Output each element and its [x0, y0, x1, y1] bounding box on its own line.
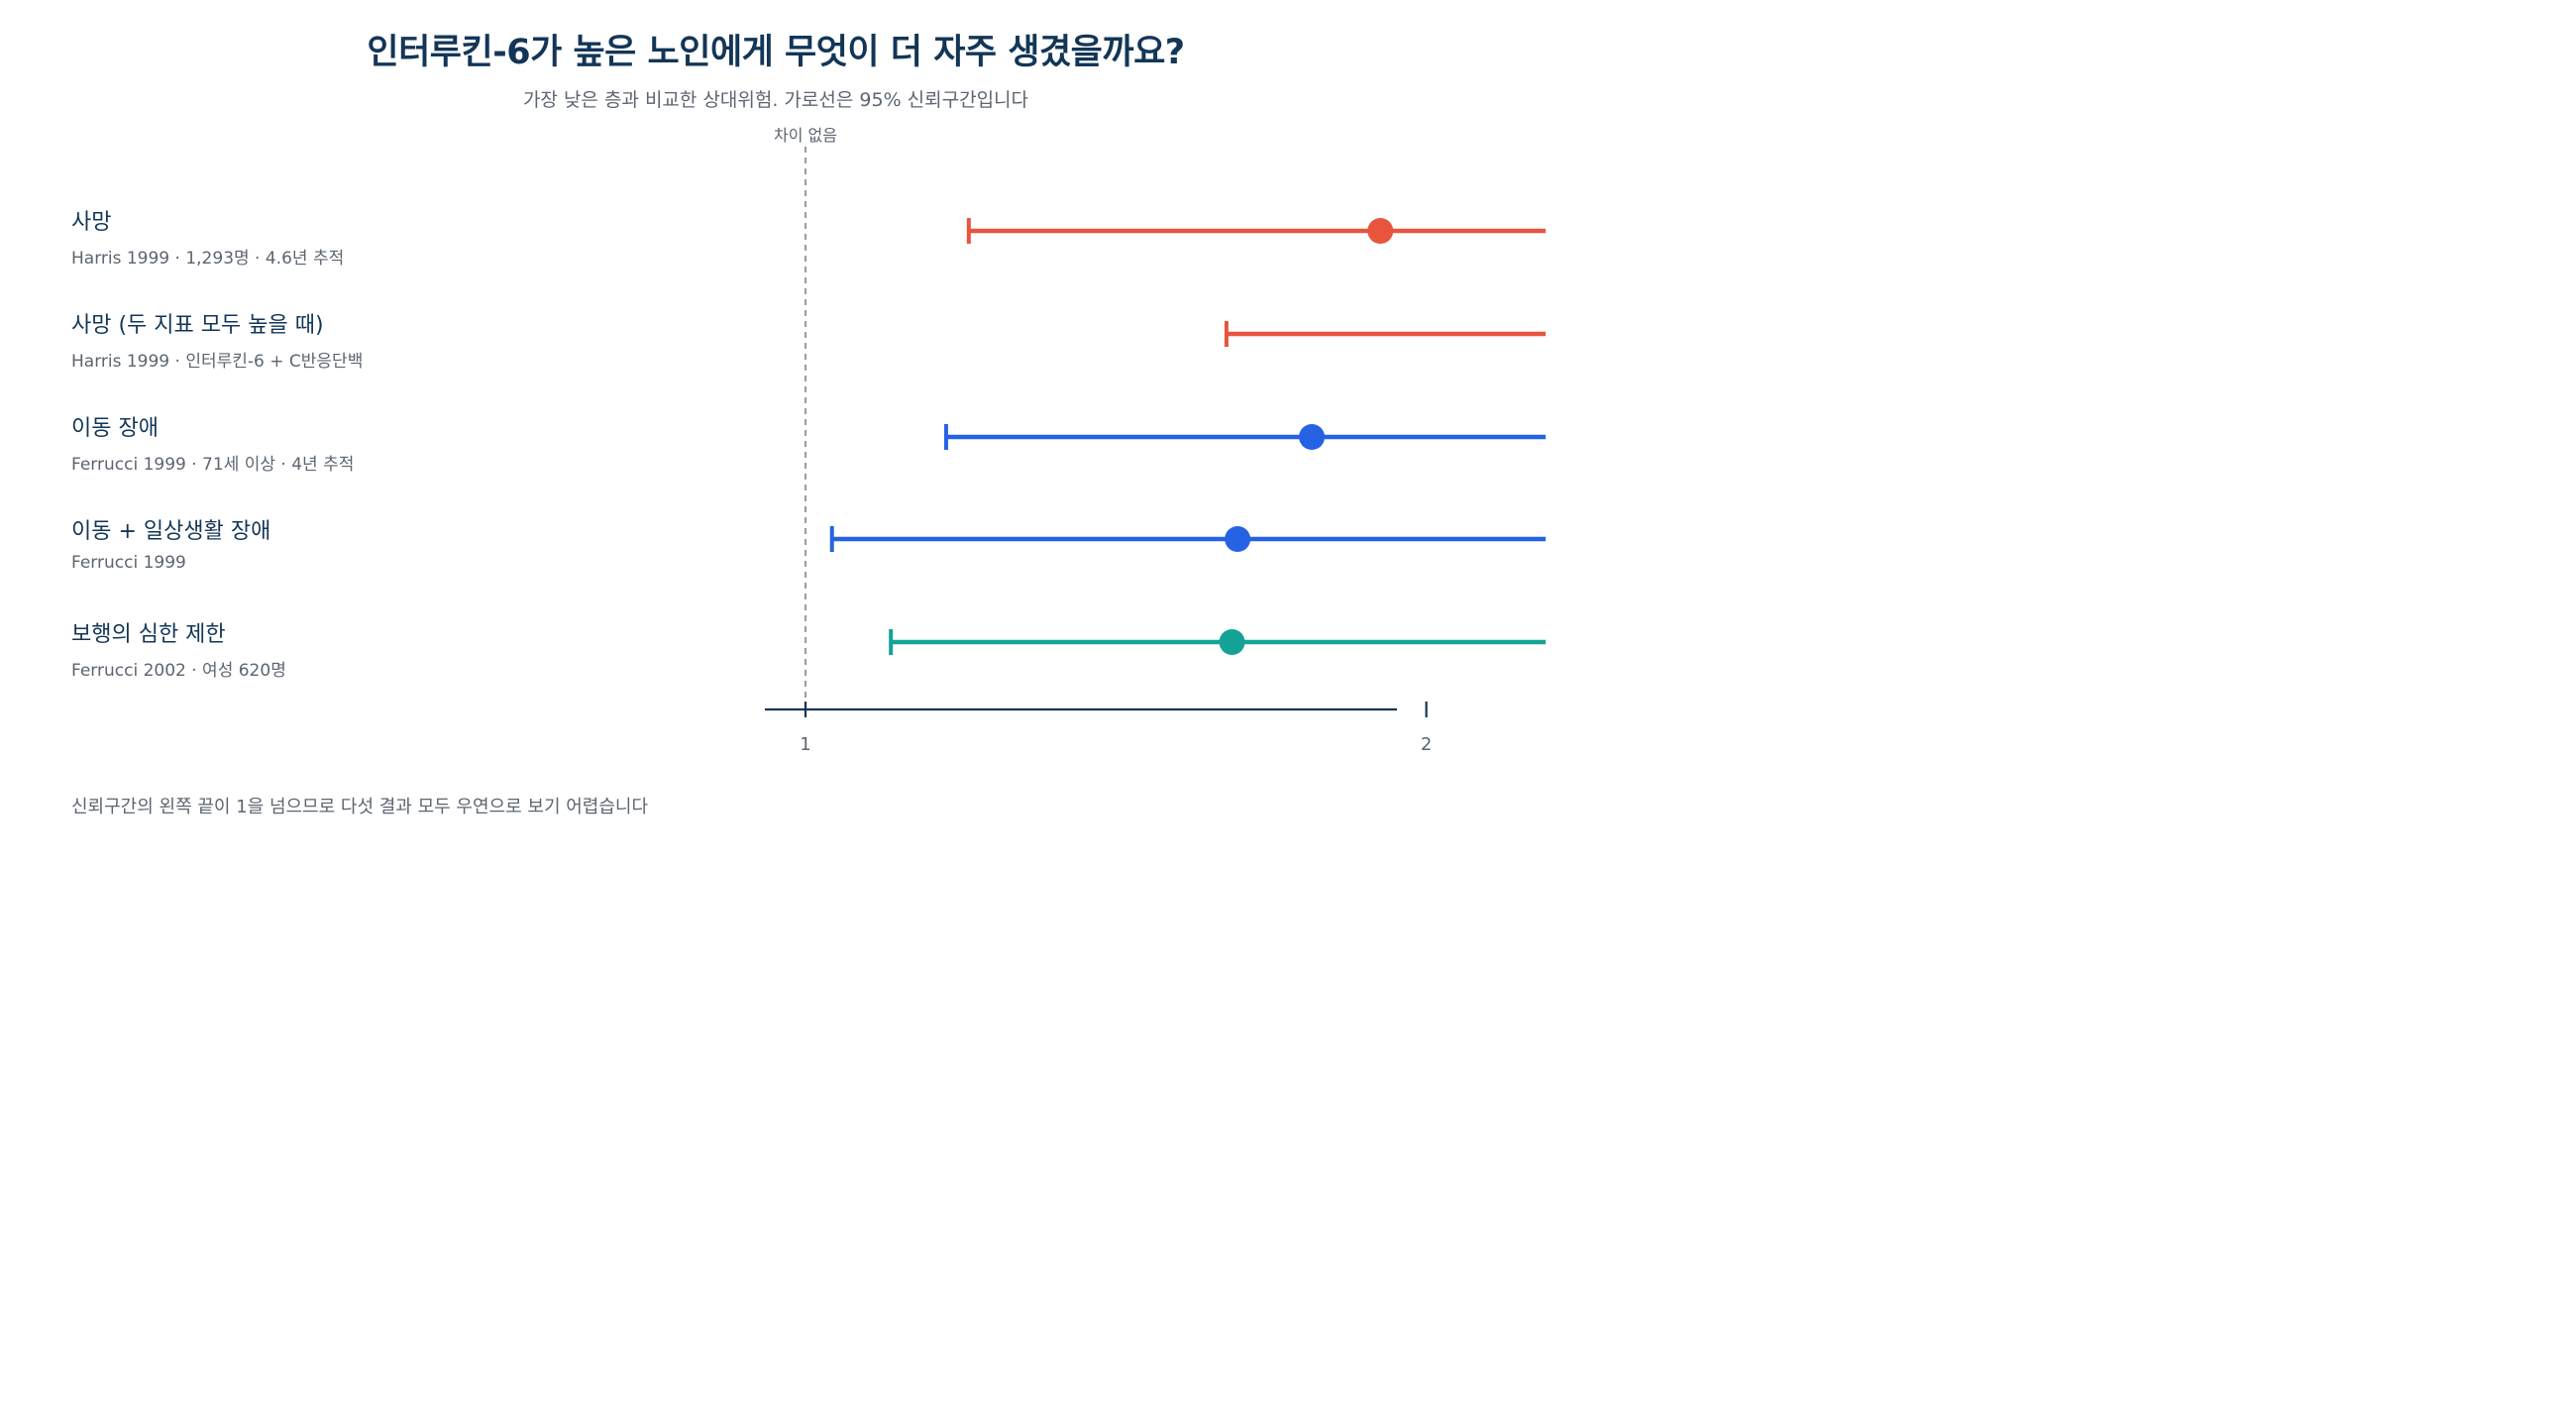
row-label-0: 사망 Harris 1999 · 1,293명 · 4.6년 추적	[71, 204, 344, 269]
estimate-point	[1219, 629, 1245, 655]
x-tick-label: 1	[800, 734, 810, 755]
row-label-4: 보행의 심한 제한 Ferrucci 2002 · 여성 620명	[71, 616, 286, 681]
study-sublabel: Ferrucci 1999 · 71세 이상 · 4년 추적	[71, 455, 355, 475]
study-sublabel: Ferrucci 2002 · 여성 620명	[71, 661, 286, 681]
outcome-label: 보행의 심한 제한	[71, 622, 226, 647]
outcome-label: 이동 장애	[71, 416, 159, 441]
outcome-label: 사망	[71, 210, 112, 235]
reference-label: 차이 없음	[774, 126, 837, 145]
forest-plot: 차이 없음12341.92.61.761.621.61	[765, 126, 1546, 755]
row-label-3: 이동 + 일상생활 장애 Ferrucci 1999	[71, 513, 270, 573]
estimate-point	[1299, 424, 1326, 450]
chart-footnote: 신뢰구간의 왼쪽 끝이 1을 넘으므로 다섯 결과 모두 우연으로 보기 어렵습…	[71, 797, 649, 817]
chart-title: 인터루킨-6가 높은 노인에게 무엇이 더 자주 생겼을까요?	[367, 33, 1185, 72]
chart-subtitle: 가장 낮은 층과 비교한 상대위험. 가로선은 95% 신뢰구간입니다	[522, 89, 1029, 111]
study-sublabel: Harris 1999 · 인터루킨-6 + C반응단백	[71, 352, 364, 372]
study-sublabel: Ferrucci 1999	[71, 553, 186, 573]
x-tick-label: 2	[1421, 734, 1432, 755]
estimate-point	[1225, 526, 1251, 552]
estimate-point	[1367, 218, 1394, 244]
study-sublabel: Harris 1999 · 1,293명 · 4.6년 추적	[71, 249, 345, 269]
outcome-label: 이동 + 일상생활 장애	[71, 519, 271, 544]
outcome-label: 사망 (두 지표 모두 높을 때)	[71, 313, 324, 338]
row-label-1: 사망 (두 지표 모두 높을 때) Harris 1999 · 인터루킨-6 +…	[71, 307, 363, 372]
row-label-2: 이동 장애 Ferrucci 1999 · 71세 이상 · 4년 추적	[71, 410, 354, 475]
